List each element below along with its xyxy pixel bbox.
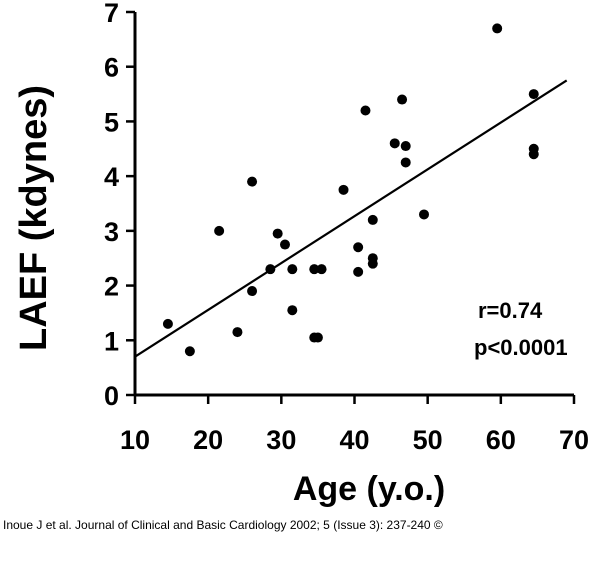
y-axis-title: LAEF (kdynes)	[13, 85, 55, 351]
data-point	[247, 176, 258, 187]
data-point	[162, 318, 173, 329]
data-point	[492, 23, 503, 34]
data-point	[247, 286, 258, 297]
data-point	[184, 346, 195, 357]
data-point	[287, 305, 298, 316]
x-tick-label: 20	[193, 425, 223, 455]
y-tick-label: 6	[104, 53, 119, 83]
data-point	[272, 228, 283, 239]
regression-line	[134, 79, 568, 358]
data-point	[353, 266, 364, 277]
data-point	[397, 94, 408, 105]
stat-p: p<0.0001	[474, 335, 568, 360]
y-tick-label: 7	[104, 0, 119, 28]
data-point	[353, 242, 364, 253]
y-tick-label: 3	[104, 217, 119, 247]
y-tick-label: 1	[104, 326, 119, 356]
y-tick-label: 4	[104, 162, 119, 192]
x-tick-label: 60	[486, 425, 516, 455]
data-point	[214, 225, 225, 236]
y-tick-label: 2	[104, 272, 119, 302]
data-point	[312, 332, 323, 343]
data-point	[400, 141, 411, 152]
y-tick-label: 0	[104, 381, 119, 411]
x-tick-label: 30	[266, 425, 296, 455]
x-tick-label: 50	[413, 425, 443, 455]
data-point	[338, 184, 349, 195]
data-point	[279, 239, 290, 250]
data-point	[360, 105, 371, 116]
data-point	[528, 89, 539, 100]
data-point	[232, 327, 243, 338]
x-tick-label: 70	[559, 425, 589, 455]
data-point	[528, 149, 539, 160]
citation-text: Inoue J et al. Journal of Clinical and B…	[3, 518, 443, 532]
data-point	[367, 214, 378, 225]
data-point	[287, 264, 298, 275]
x-tick-label: 10	[120, 425, 150, 455]
data-point	[400, 157, 411, 168]
data-point	[389, 138, 400, 149]
tick-group: 0 1 2 3 4 5 6 7 10 20 30 40 50 60 70	[104, 0, 589, 455]
data-point	[309, 264, 320, 275]
x-tick-label: 40	[339, 425, 369, 455]
data-point	[316, 264, 327, 275]
y-tick-label: 5	[104, 107, 119, 137]
scatter-chart: 0 1 2 3 4 5 6 7 10 20 30 40 50 60 70 r=0.74 p<0.0001 A…	[13, 0, 589, 508]
data-point	[419, 209, 430, 220]
stat-r: r=0.74	[478, 298, 543, 323]
data-point	[367, 258, 378, 269]
data-points	[162, 23, 539, 357]
x-axis-title: Age (y.o.)	[293, 470, 445, 508]
